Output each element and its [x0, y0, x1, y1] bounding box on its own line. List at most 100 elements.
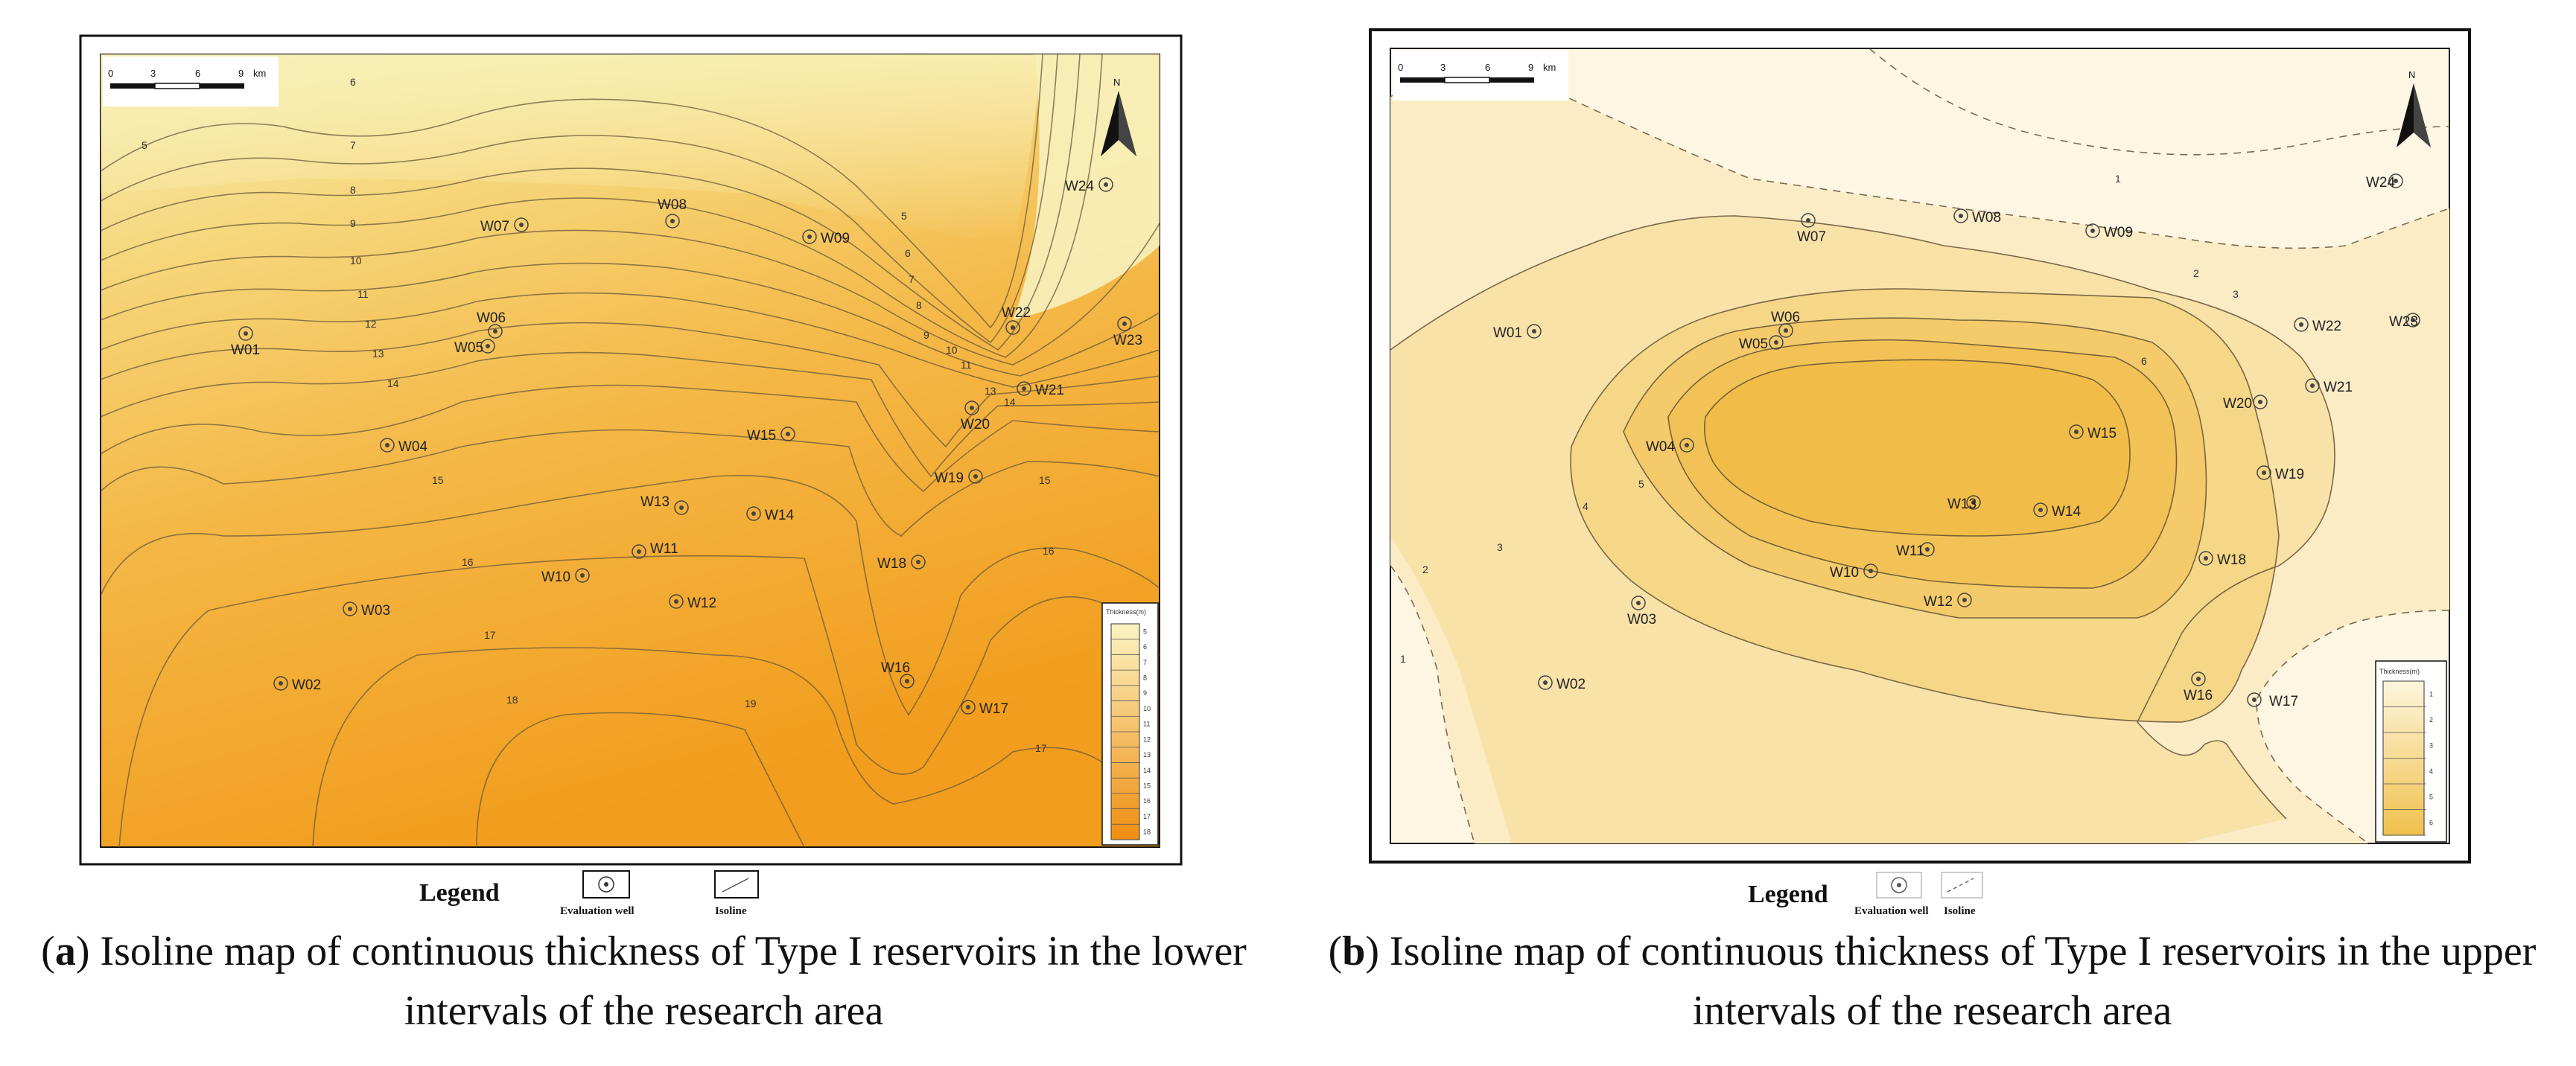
- colorbar-tick: 3: [2429, 741, 2433, 749]
- well-symbol-icon: [1098, 177, 1113, 192]
- well-marker: W24: [2366, 173, 2403, 191]
- well-marker: W16: [881, 660, 915, 689]
- well-marker: W13: [640, 494, 689, 515]
- scale-tick: 9: [1528, 62, 1533, 73]
- colorbar-b: Thickness(m) 1 2 3 4 5 6: [2375, 660, 2447, 843]
- well-symbol-icon: [1538, 675, 1553, 690]
- isoline-label: 13: [985, 385, 996, 397]
- scale-tick: 6: [1485, 62, 1490, 73]
- well-label: W05: [454, 340, 483, 356]
- well-marker: W04: [1646, 438, 1694, 455]
- well-marker: W12: [669, 594, 716, 611]
- isoline-label: 10: [350, 255, 362, 266]
- well-symbol-icon: [1966, 495, 1981, 510]
- colorbar-tick: 9: [1143, 689, 1147, 697]
- well-marker: W02: [273, 676, 321, 693]
- well-marker: W24: [1065, 177, 1113, 194]
- well-label: W10: [1830, 565, 1859, 581]
- isoline-labels-a: 5 6 7 8 9 10 11 12 13 14 15 16 17 18 19 …: [141, 76, 1055, 754]
- well-marker: W01: [231, 326, 260, 358]
- well-symbol-icon: [273, 676, 288, 691]
- well-symbol-icon: [380, 438, 395, 453]
- scale-tick: 0: [1398, 62, 1403, 73]
- well-label: W01: [231, 342, 260, 358]
- well-symbol-icon: [2388, 173, 2403, 188]
- colorbar-tick: 15: [1143, 782, 1151, 790]
- scale-bar-b: 0 3 6 9 km: [1393, 51, 1568, 100]
- isoline-label: 13: [372, 348, 384, 360]
- well-label: W24: [1065, 179, 1095, 194]
- well-symbol-icon: [674, 500, 689, 515]
- isoline-label: 2: [2193, 267, 2199, 279]
- well-label: W03: [361, 603, 390, 619]
- isoline-label: 3: [1497, 541, 1503, 553]
- well-symbol-icon: [1957, 593, 1972, 607]
- colorbar-tick: 11: [1143, 721, 1150, 728]
- well-label: W06: [477, 310, 506, 326]
- well-marker: W10: [1830, 564, 1878, 581]
- caption-a: (a) Isoline map of continuous thickness …: [41, 928, 1247, 1034]
- well-marker: W15: [747, 427, 795, 444]
- isoline-label: 17: [1035, 742, 1047, 754]
- isoline-label: 10: [946, 344, 958, 356]
- isoline-label: 14: [387, 377, 399, 389]
- colorbar-tick: 6: [1143, 643, 1147, 651]
- scale-tick: 3: [150, 68, 156, 79]
- well-symbol-icon: [2305, 378, 2320, 393]
- isoline-label: 11: [357, 288, 369, 300]
- well-label: W23: [2389, 314, 2418, 330]
- well-symbol-icon: [1920, 542, 1935, 557]
- colorbar-tick: 5: [1143, 628, 1147, 635]
- isoline-label: 5: [1638, 478, 1644, 490]
- well-symbol-icon: [514, 217, 529, 232]
- well-label: W14: [2052, 504, 2082, 520]
- well-symbol-icon: [2294, 317, 2309, 332]
- isoline-label: 18: [506, 694, 518, 706]
- well-label: W24: [2366, 175, 2396, 191]
- well-symbol-icon: [2085, 223, 2100, 238]
- well-label: W03: [1627, 612, 1656, 628]
- panel-b: 1 2 3 4 5 6 1 2 3 W01 W02 W03 W04 W05 W06 W07 W…: [1288, 0, 2576, 1066]
- well-marker: W18: [877, 555, 926, 572]
- well-label: W02: [1556, 677, 1586, 692]
- well-label: W11: [650, 541, 678, 557]
- well-symbol-icon: [665, 214, 680, 229]
- well-label: W20: [2223, 396, 2252, 412]
- well-marker: W17: [961, 700, 1008, 717]
- well-symbol-icon: [488, 324, 503, 339]
- isoline-label: 14: [1004, 396, 1016, 408]
- isoline-label: 5: [141, 139, 147, 151]
- well-symbol-icon: [900, 674, 915, 689]
- isoline-label: 15: [1039, 474, 1051, 486]
- well-label: W15: [747, 428, 776, 444]
- well-symbol-icon: [2033, 502, 2048, 517]
- scale-tick: 3: [1440, 62, 1446, 73]
- isoline-labels-b: 1 2 3 4 5 6 1 2 3: [1400, 173, 2239, 665]
- scale-unit: km: [253, 68, 266, 79]
- north-label: N: [2408, 69, 2415, 80]
- well-marker: W21: [1017, 381, 1064, 398]
- well-symbol-icon: [1527, 324, 1542, 339]
- well-symbol-icon: [2253, 395, 2268, 409]
- well-marker: W20: [961, 400, 990, 433]
- well-label: W12: [687, 596, 716, 611]
- well-marker: W23: [1113, 316, 1142, 348]
- well-marker: W19: [2257, 465, 2304, 482]
- well-label: W06: [1771, 310, 1800, 325]
- wells-a: W01 W02 W03 W04 W05 W06 W07 W08 W09 W10 W11 W12 W13 W…: [231, 177, 1142, 717]
- map-a: 5 6 7 8 9 10 11 12 13 14 15 16 17 18 19 …: [79, 34, 1183, 866]
- isoline-label: 5: [901, 210, 907, 222]
- well-label: W02: [292, 677, 321, 693]
- colorbar-tick: 5: [2429, 793, 2433, 800]
- isoline-label: 6: [905, 247, 911, 259]
- well-label: W01: [1493, 325, 1522, 341]
- colorbar-a: Thickness(m) 5 6 7 8 9 10 11 12 13 14 15 16 17 18: [1101, 602, 1159, 846]
- well-symbol-icon: [968, 469, 983, 484]
- well-label: W21: [2324, 380, 2353, 395]
- panel-a: 5 6 7 8 9 10 11 12 13 14 15 16 17 18 19 …: [41, 34, 1247, 1034]
- well-label: W09: [821, 231, 850, 246]
- well-symbol-icon: [1631, 596, 1646, 610]
- well-marker: W02: [1538, 675, 1586, 692]
- well-symbol-icon: [1769, 335, 1784, 350]
